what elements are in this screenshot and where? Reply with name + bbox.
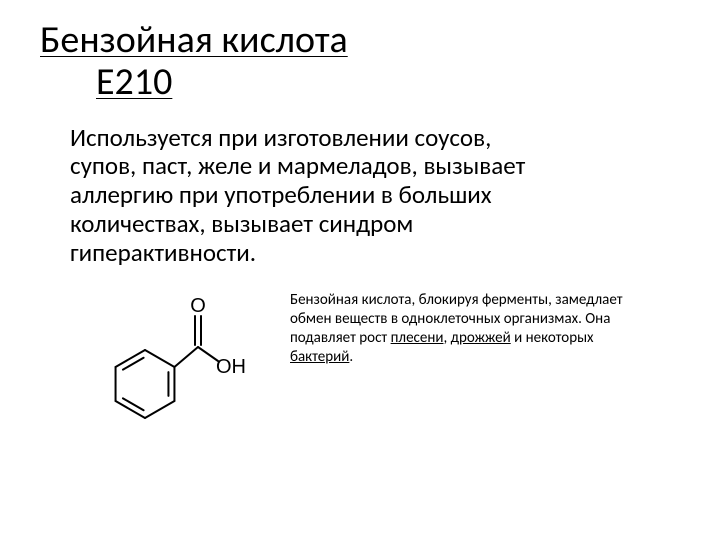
- svg-text:OH: OH: [216, 356, 246, 378]
- link-mold: плесени: [391, 329, 444, 347]
- body-text-1: Используется при изготовлении соусов, су…: [40, 124, 540, 268]
- body-text-2: Бензойная кислота, блокируя ферменты, за…: [290, 289, 630, 366]
- svg-text:O: O: [190, 295, 206, 317]
- bottom-row: O OH Бензойная кислота, блокируя ферменты…: [40, 289, 680, 429]
- link-yeast: дрожжей: [451, 329, 511, 347]
- link-bacteria: бактерий: [290, 348, 349, 366]
- body2-sep2: и некоторых: [511, 329, 594, 347]
- title-line-1: Бензойная кислота: [40, 17, 348, 63]
- benzoic-acid-structure: O OH: [90, 289, 260, 429]
- body2-end: .: [349, 348, 353, 366]
- page-title: Бензойная кислота Е210: [40, 20, 680, 104]
- title-line-2: Е210: [40, 59, 172, 105]
- body2-sep1: ,: [443, 329, 450, 347]
